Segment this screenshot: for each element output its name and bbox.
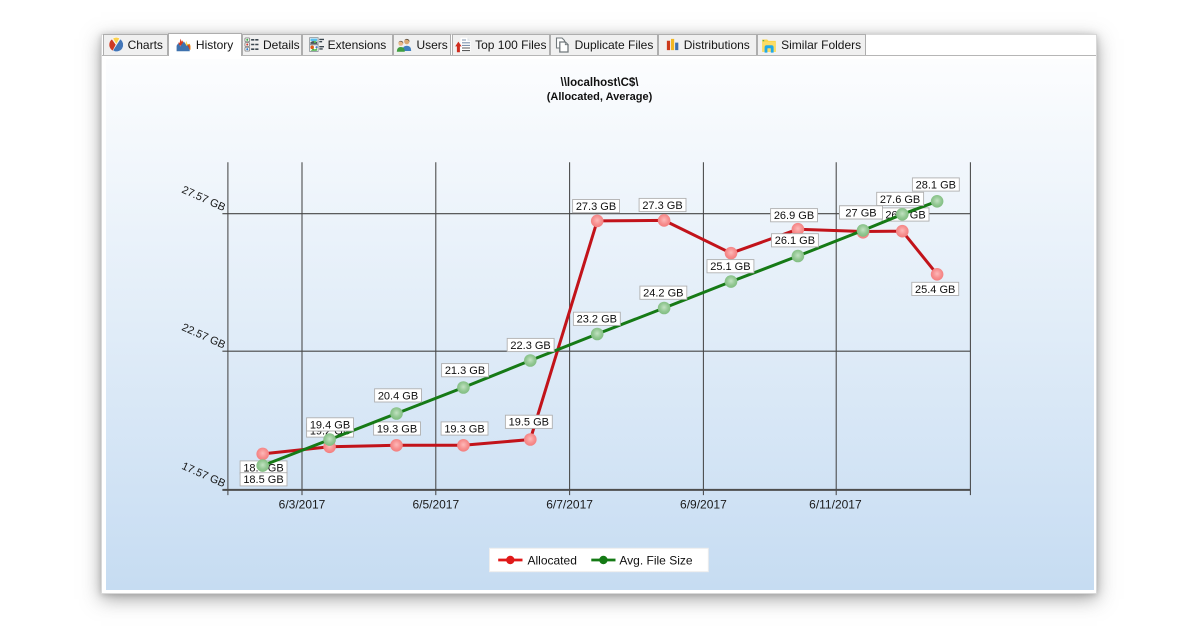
svg-text:6/7/2017: 6/7/2017 [546, 497, 593, 511]
svg-text:19.4 GB: 19.4 GB [310, 419, 350, 431]
svg-text:19.3 GB: 19.3 GB [377, 423, 417, 435]
svg-text:24.2 GB: 24.2 GB [643, 287, 683, 299]
svg-text:6/5/2017: 6/5/2017 [412, 497, 459, 511]
svg-text:25.1 GB: 25.1 GB [710, 261, 750, 273]
svg-text:28.1 GB: 28.1 GB [916, 179, 956, 191]
svg-text:6/3/2017: 6/3/2017 [279, 497, 326, 511]
svg-text:21.3 GB: 21.3 GB [445, 365, 485, 377]
svg-text:27.6 GB: 27.6 GB [880, 193, 920, 205]
svg-text:(Allocated, Average): (Allocated, Average) [547, 90, 653, 102]
svg-text:27 GB: 27 GB [845, 207, 876, 219]
svg-text:27.3 GB: 27.3 GB [642, 199, 682, 211]
svg-text:Avg. File Size: Avg. File Size [619, 553, 692, 567]
svg-text:26.9 GB: 26.9 GB [774, 210, 814, 222]
svg-text:6/9/2017: 6/9/2017 [680, 497, 727, 511]
svg-text:23.2 GB: 23.2 GB [577, 313, 617, 325]
svg-text:26.1 GB: 26.1 GB [775, 235, 815, 247]
svg-text:6/11/2017: 6/11/2017 [809, 497, 862, 511]
svg-text:\\localhost\C$\: \\localhost\C$\ [561, 77, 640, 89]
svg-text:22.3 GB: 22.3 GB [510, 339, 550, 351]
svg-text:Allocated: Allocated [528, 553, 577, 567]
svg-text:20.4 GB: 20.4 GB [378, 390, 418, 402]
svg-text:19.3 GB: 19.3 GB [444, 423, 484, 435]
svg-text:18.5 GB: 18.5 GB [243, 474, 283, 486]
svg-text:25.4 GB: 25.4 GB [915, 283, 955, 295]
svg-text:27.3 GB: 27.3 GB [576, 201, 616, 213]
svg-text:19.5 GB: 19.5 GB [509, 416, 549, 428]
